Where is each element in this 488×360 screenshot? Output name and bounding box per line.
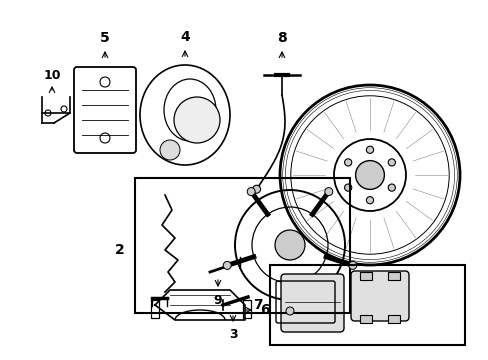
Circle shape — [344, 184, 351, 191]
Text: 8: 8 — [277, 31, 286, 45]
Bar — [387, 315, 399, 323]
Text: 10: 10 — [43, 68, 61, 81]
Circle shape — [274, 230, 305, 260]
Circle shape — [366, 146, 373, 153]
Circle shape — [344, 159, 351, 166]
Circle shape — [387, 184, 395, 191]
Text: 7: 7 — [253, 298, 262, 312]
Text: 5: 5 — [100, 31, 110, 45]
Circle shape — [366, 197, 373, 204]
Circle shape — [252, 185, 260, 193]
Bar — [269, 265, 464, 345]
Text: 4: 4 — [180, 30, 189, 44]
Circle shape — [355, 161, 384, 189]
Circle shape — [387, 159, 395, 166]
Bar — [243, 300, 250, 318]
Bar — [151, 300, 159, 318]
Circle shape — [223, 261, 231, 269]
Circle shape — [247, 188, 255, 195]
Bar — [387, 272, 399, 280]
Text: 3: 3 — [228, 328, 237, 342]
Bar — [135, 178, 349, 313]
FancyBboxPatch shape — [350, 271, 408, 321]
FancyBboxPatch shape — [281, 274, 343, 332]
Bar — [359, 315, 371, 323]
Text: 1: 1 — [377, 288, 387, 302]
Text: 6: 6 — [260, 303, 269, 317]
Circle shape — [285, 307, 293, 315]
Circle shape — [160, 140, 180, 160]
Text: 2: 2 — [115, 243, 124, 257]
Circle shape — [324, 188, 332, 195]
Circle shape — [174, 97, 220, 143]
Text: 9: 9 — [213, 293, 222, 306]
Bar — [359, 272, 371, 280]
Circle shape — [348, 261, 356, 269]
